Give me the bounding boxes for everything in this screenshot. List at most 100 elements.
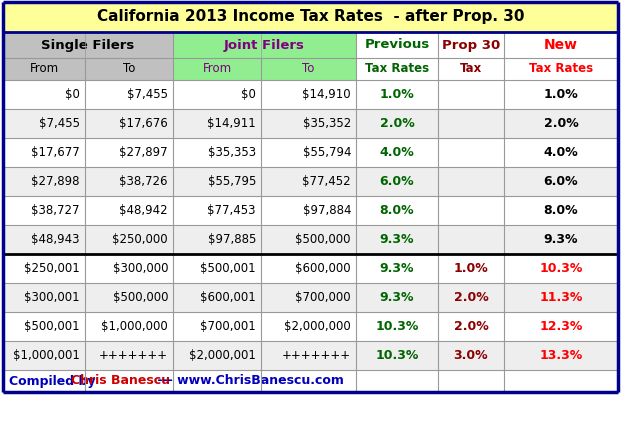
Text: 3.0%: 3.0% [454,349,488,362]
Text: 8.0%: 8.0% [544,204,578,217]
Text: Tax: Tax [460,63,482,75]
Text: 2.0%: 2.0% [543,117,578,130]
Text: To: To [123,63,135,75]
Text: 1.0%: 1.0% [453,262,488,275]
Text: 1.0%: 1.0% [379,88,414,101]
Bar [85,58,173,80]
Bar [3,196,618,225]
Text: 9.3%: 9.3% [380,262,414,275]
Bar [173,32,356,58]
Text: $0: $0 [241,88,256,101]
Text: 2.0%: 2.0% [379,117,414,130]
Bar [3,58,85,80]
Text: $700,001: $700,001 [200,320,256,333]
Bar [504,32,618,58]
Text: $77,452: $77,452 [302,175,351,188]
Text: 9.3%: 9.3% [380,291,414,304]
Text: $14,910: $14,910 [302,88,351,101]
Text: $48,943: $48,943 [32,233,80,246]
Bar [3,109,618,138]
Text: $0: $0 [65,88,80,101]
Text: $2,000,000: $2,000,000 [284,320,351,333]
Bar [173,58,261,80]
Text: $500,001: $500,001 [24,320,80,333]
Bar [3,2,618,32]
Text: $600,001: $600,001 [200,291,256,304]
Text: $14,911: $14,911 [207,117,256,130]
Text: $700,000: $700,000 [296,291,351,304]
Text: Single Filers: Single Filers [42,39,135,52]
Text: 4.0%: 4.0% [543,146,578,159]
Bar [3,341,618,370]
Bar [438,32,504,58]
Bar [3,312,618,341]
Bar [3,370,618,392]
Bar [3,254,618,283]
Text: From: From [202,63,232,75]
Bar [3,225,618,254]
Text: $27,897: $27,897 [119,146,168,159]
Text: Prop 30: Prop 30 [442,39,500,52]
Text: $300,001: $300,001 [24,291,80,304]
Text: 8.0%: 8.0% [379,204,414,217]
Text: New: New [544,38,578,52]
Text: 13.3%: 13.3% [540,349,582,362]
Bar [261,58,356,80]
Bar [356,32,438,58]
Text: Joint Filers: Joint Filers [224,39,305,52]
Text: $38,727: $38,727 [32,204,80,217]
Text: $250,001: $250,001 [24,262,80,275]
Text: 10.3%: 10.3% [375,349,419,362]
Text: $500,001: $500,001 [201,262,256,275]
Text: Previous: Previous [365,39,430,52]
Text: $1,000,000: $1,000,000 [101,320,168,333]
Text: 10.3%: 10.3% [375,320,419,333]
Text: $500,000: $500,000 [296,233,351,246]
Bar [356,58,438,80]
Bar [3,80,618,109]
Text: $7,455: $7,455 [39,117,80,130]
Text: $97,884: $97,884 [302,204,351,217]
Text: Compiled by: Compiled by [9,374,100,388]
Text: 2.0%: 2.0% [453,320,488,333]
Text: $48,942: $48,942 [119,204,168,217]
Text: 9.3%: 9.3% [544,233,578,246]
Text: --- www.ChrisBanescu.com: --- www.ChrisBanescu.com [153,374,344,388]
Text: 11.3%: 11.3% [539,291,582,304]
Text: California 2013 Income Tax Rates  - after Prop. 30: California 2013 Income Tax Rates - after… [97,10,524,25]
Text: To: To [302,63,315,75]
Text: +++++++: +++++++ [282,349,351,362]
Text: Tax Rates: Tax Rates [365,63,429,75]
Text: $600,000: $600,000 [296,262,351,275]
Text: $35,352: $35,352 [303,117,351,130]
Text: 9.3%: 9.3% [380,233,414,246]
Text: $1,000,001: $1,000,001 [13,349,80,362]
Text: +++++++: +++++++ [99,349,168,362]
Text: Chris Banescu: Chris Banescu [71,374,170,388]
Bar [3,283,618,312]
Text: $2,000,001: $2,000,001 [189,349,256,362]
Text: 2.0%: 2.0% [453,291,488,304]
Text: $55,795: $55,795 [207,175,256,188]
Text: $55,794: $55,794 [302,146,351,159]
Text: 4.0%: 4.0% [379,146,414,159]
Bar [3,167,618,196]
Text: $97,885: $97,885 [207,233,256,246]
Text: $35,353: $35,353 [208,146,256,159]
Bar [3,32,173,58]
Bar [3,138,618,167]
Text: $300,000: $300,000 [112,262,168,275]
Text: $17,677: $17,677 [31,146,80,159]
Text: 6.0%: 6.0% [544,175,578,188]
Text: $250,000: $250,000 [112,233,168,246]
Text: From: From [29,63,58,75]
Text: $17,676: $17,676 [119,117,168,130]
Text: 12.3%: 12.3% [539,320,582,333]
Text: $500,000: $500,000 [112,291,168,304]
Text: $38,726: $38,726 [119,175,168,188]
Text: $27,898: $27,898 [32,175,80,188]
Text: 10.3%: 10.3% [539,262,582,275]
Bar [504,58,618,80]
Bar [438,58,504,80]
Text: 1.0%: 1.0% [543,88,578,101]
